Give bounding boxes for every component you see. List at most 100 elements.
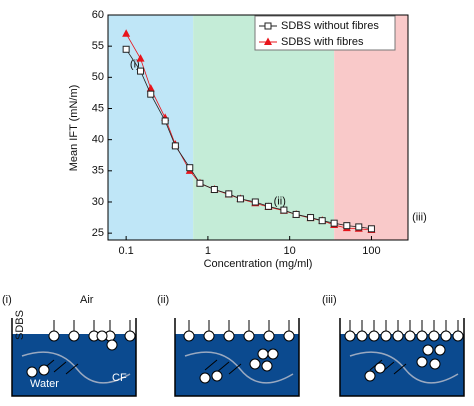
surfactant-head <box>48 330 60 342</box>
data-point <box>186 164 194 172</box>
data-point <box>225 190 233 198</box>
y-tick-label: 45 <box>92 102 104 114</box>
legend-label: SDBS without fibres <box>281 20 379 32</box>
data-point <box>307 214 315 222</box>
adsorbed-tail <box>204 359 218 371</box>
y-tick-label: 60 <box>92 9 104 21</box>
micelle-head <box>429 358 441 370</box>
data-point <box>318 217 326 225</box>
surfactant-head <box>243 330 255 342</box>
adsorbed-tail <box>393 363 407 375</box>
surfactant-head <box>344 330 356 342</box>
fibre <box>349 351 459 384</box>
micelle-head <box>26 366 38 378</box>
surfactant-head <box>416 330 428 342</box>
container <box>174 318 300 397</box>
micelle-head <box>261 360 273 372</box>
surfactant-head <box>392 330 404 342</box>
data-point <box>355 223 363 231</box>
surfactant-head <box>263 330 275 342</box>
data-point <box>264 202 272 210</box>
x-tick-label: 0.1 <box>118 245 133 257</box>
water-label: Water <box>30 378 59 390</box>
data-point <box>330 219 338 227</box>
surfactant-head <box>452 330 464 342</box>
y-tick-label: 35 <box>92 165 104 177</box>
micelle-head <box>434 344 446 356</box>
region <box>334 15 408 240</box>
micelle-head <box>106 339 118 351</box>
region-label: (iii) <box>412 211 427 223</box>
data-point <box>236 195 244 203</box>
data-point <box>280 206 288 214</box>
legend-box <box>254 15 396 51</box>
legend-marker <box>264 37 272 45</box>
air-label: Air <box>80 294 94 306</box>
surfactant-head <box>428 330 440 342</box>
data-point <box>122 45 130 53</box>
surfactant-head <box>68 330 80 342</box>
region <box>193 15 335 240</box>
data-point <box>147 90 155 98</box>
surfactant-head <box>404 330 416 342</box>
surfactant-head <box>183 330 195 342</box>
micelle-head <box>38 364 50 376</box>
micelle-head <box>249 358 261 370</box>
y-tick-label: 50 <box>92 71 104 83</box>
data-point <box>122 29 131 37</box>
data-point <box>136 54 145 62</box>
micelle-head <box>364 370 376 382</box>
panel-label: (i) <box>2 294 12 306</box>
adsorbed-tail <box>53 361 67 373</box>
adsorbed-tail <box>216 361 230 373</box>
y-tick-label: 40 <box>92 134 104 146</box>
panel-label: (ii) <box>157 294 169 306</box>
micelle-head <box>416 356 428 368</box>
region <box>108 15 194 240</box>
sdbs-label: SDBS <box>14 310 26 340</box>
cf-label: CF <box>112 372 127 384</box>
fibre <box>184 351 294 384</box>
surfactant-head <box>223 330 235 342</box>
micelle-head <box>257 348 269 360</box>
surfactant-head <box>203 330 215 342</box>
surfactant-head <box>380 330 392 342</box>
surfactant-head <box>368 330 380 342</box>
container <box>339 318 465 397</box>
surfactant-head <box>124 330 136 342</box>
y-tick-label: 30 <box>92 196 104 208</box>
region-label: (i) <box>130 58 140 70</box>
data-point <box>210 186 218 194</box>
adsorbed-tail <box>65 363 79 375</box>
legend-label: SDBS with fibres <box>281 36 364 48</box>
plot-frame <box>107 14 409 241</box>
data-point <box>251 198 259 206</box>
x-tick-label: 1 <box>205 245 211 257</box>
panel-label: (iii) <box>322 294 337 306</box>
y-axis-label: Mean IFT (mN/m) <box>68 85 80 172</box>
data-point <box>292 210 300 218</box>
micelle-head <box>422 344 434 356</box>
micelle-head <box>267 348 279 360</box>
y-tick-label: 25 <box>92 227 104 239</box>
adsorbed-tail <box>228 363 242 375</box>
x-tick-label: 10 <box>284 245 296 257</box>
micelle-head <box>199 372 211 384</box>
x-tick-label: 100 <box>362 245 380 257</box>
data-point <box>343 222 351 230</box>
surfactant-head <box>356 330 368 342</box>
data-point <box>171 142 179 150</box>
surfactant-head <box>440 330 452 342</box>
data-point <box>196 179 204 187</box>
data-point <box>161 117 169 125</box>
diagrams: (i) (ii) (iii) Air SDBS Water CF <box>2 294 465 397</box>
container <box>11 318 137 397</box>
x-axis-label: Concentration (mg/ml) <box>204 258 313 270</box>
micelle-head <box>96 330 108 342</box>
fibre <box>21 351 131 384</box>
surfactant-head <box>283 330 295 342</box>
data-point <box>137 67 145 75</box>
region-label: (ii) <box>274 196 286 208</box>
y-tick-label: 55 <box>92 40 104 52</box>
